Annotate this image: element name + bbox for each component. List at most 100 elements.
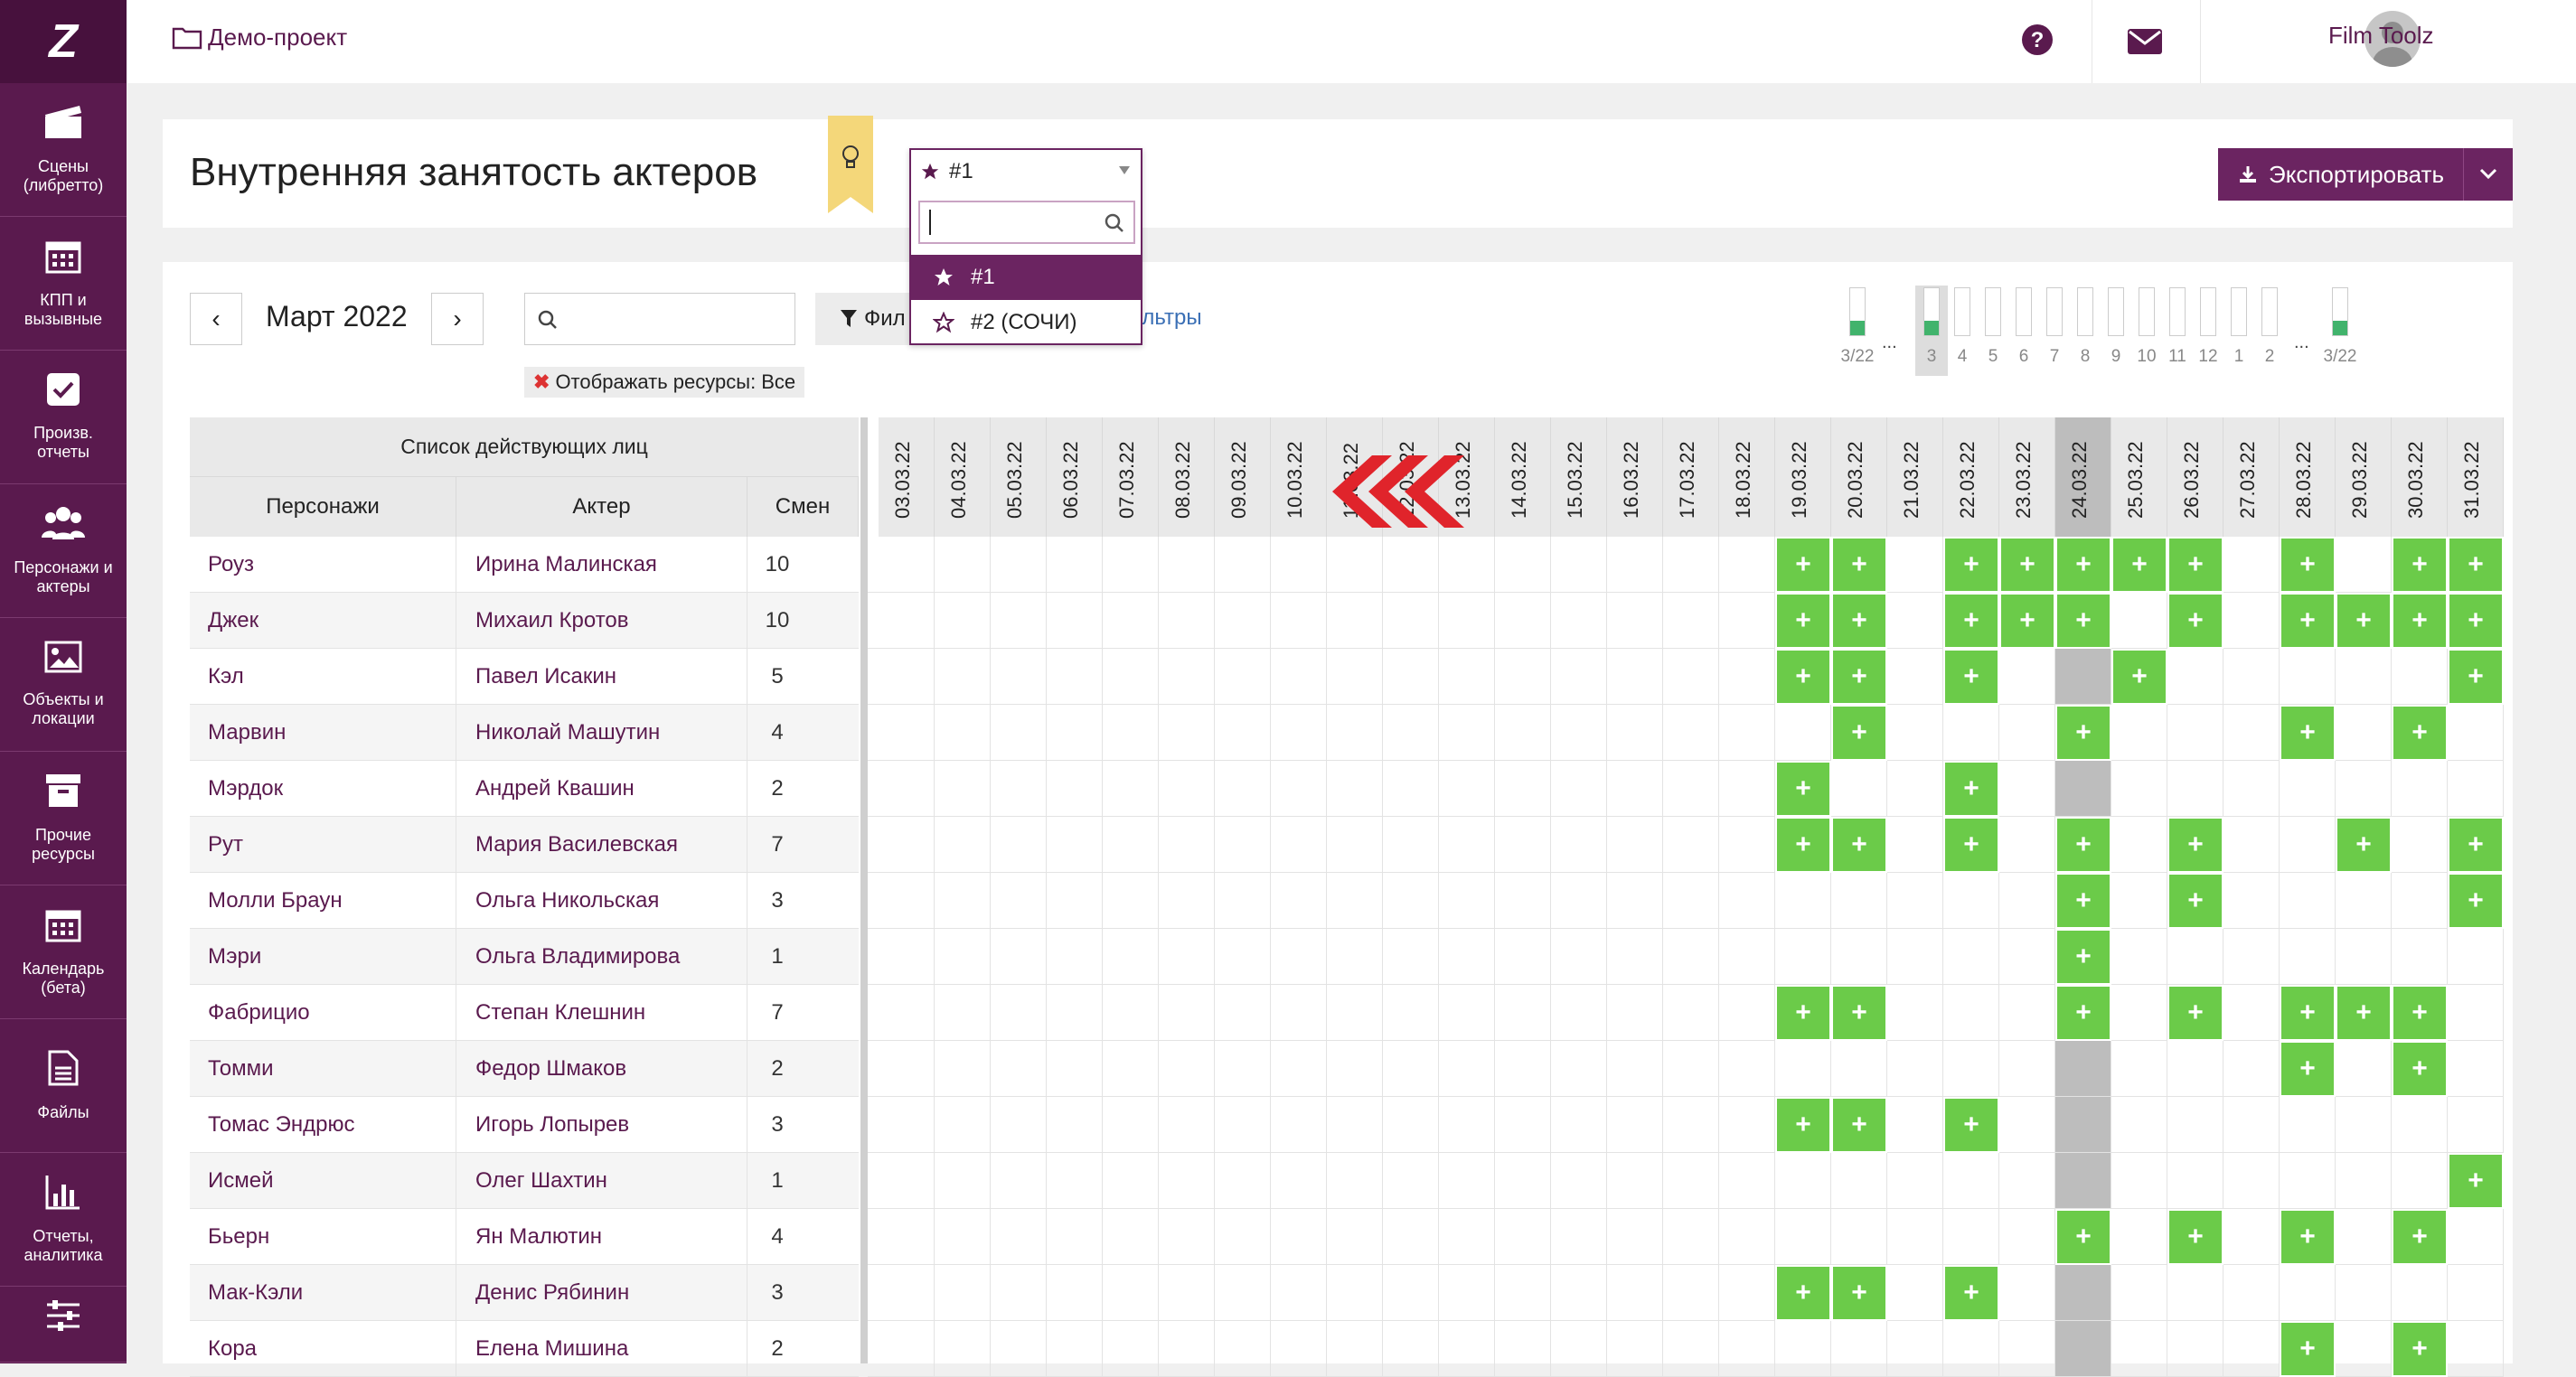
day-cell[interactable]: [1719, 537, 1775, 593]
day-cell[interactable]: [2448, 761, 2504, 817]
busy-cell[interactable]: +: [2055, 1209, 2111, 1265]
day-cell[interactable]: [879, 873, 935, 929]
day-cell[interactable]: [2223, 1097, 2280, 1153]
day-cell[interactable]: [2448, 1041, 2504, 1097]
remove-tag-icon[interactable]: ✖: [533, 370, 550, 393]
day-cell[interactable]: [1047, 537, 1103, 593]
day-cell[interactable]: [1383, 1209, 1439, 1265]
day-cell[interactable]: [1439, 1041, 1495, 1097]
day-cell[interactable]: [1607, 1153, 1663, 1209]
day-cell[interactable]: [935, 873, 991, 929]
day-cell[interactable]: [1943, 985, 1999, 1041]
day-cell[interactable]: [1999, 761, 2055, 817]
day-cell[interactable]: [1327, 817, 1383, 873]
day-cell[interactable]: [1775, 705, 1831, 761]
busy-cell[interactable]: +: [2055, 929, 2111, 985]
day-cell[interactable]: [1215, 985, 1271, 1041]
busy-cell[interactable]: +: [2448, 817, 2504, 873]
day-cell[interactable]: [991, 1041, 1047, 1097]
day-cell[interactable]: [1327, 537, 1383, 593]
day-cell[interactable]: [1663, 929, 1719, 985]
busy-cell[interactable]: +: [2055, 873, 2111, 929]
day-cell[interactable]: [2111, 1041, 2167, 1097]
day-cell[interactable]: [1383, 1041, 1439, 1097]
day-cell[interactable]: [1383, 593, 1439, 649]
day-cell[interactable]: [2055, 761, 2111, 817]
busy-cell[interactable]: +: [1943, 537, 1999, 593]
day-cell[interactable]: [2111, 929, 2167, 985]
export-button[interactable]: Экспортировать: [2218, 148, 2513, 201]
day-cell[interactable]: [1775, 873, 1831, 929]
day-cell[interactable]: [2280, 873, 2336, 929]
day-cell[interactable]: [1887, 873, 1943, 929]
busy-cell[interactable]: +: [2167, 985, 2223, 1041]
busy-cell[interactable]: +: [2280, 1209, 2336, 1265]
busy-cell[interactable]: +: [2055, 705, 2111, 761]
day-cell[interactable]: [935, 929, 991, 985]
day-cell[interactable]: [1383, 873, 1439, 929]
day-cell[interactable]: [1383, 1265, 1439, 1321]
busy-cell[interactable]: +: [2167, 873, 2223, 929]
busy-cell[interactable]: +: [1831, 649, 1887, 705]
date-header[interactable]: 21.03.22: [1887, 417, 1943, 537]
day-cell[interactable]: [1887, 1265, 1943, 1321]
day-cell[interactable]: [1327, 1321, 1383, 1377]
day-cell[interactable]: [1887, 817, 1943, 873]
day-cell[interactable]: [1999, 705, 2055, 761]
day-cell[interactable]: [1103, 1265, 1159, 1321]
day-cell[interactable]: [2223, 537, 2280, 593]
day-cell[interactable]: [1215, 593, 1271, 649]
day-cell[interactable]: [2167, 1097, 2223, 1153]
day-cell[interactable]: [1047, 649, 1103, 705]
busy-cell[interactable]: +: [1775, 817, 1831, 873]
day-cell[interactable]: [1439, 929, 1495, 985]
day-cell[interactable]: [2167, 1041, 2223, 1097]
day-cell[interactable]: [2223, 985, 2280, 1041]
day-cell[interactable]: [2336, 1265, 2392, 1321]
day-cell[interactable]: [1551, 593, 1607, 649]
day-cell[interactable]: [1943, 929, 1999, 985]
day-cell[interactable]: [1887, 1321, 1943, 1377]
day-cell[interactable]: [1831, 1209, 1887, 1265]
day-cell[interactable]: [1159, 705, 1215, 761]
day-cell[interactable]: [1327, 985, 1383, 1041]
busy-cell[interactable]: +: [2280, 593, 2336, 649]
day-cell[interactable]: [879, 761, 935, 817]
day-cell[interactable]: [2223, 649, 2280, 705]
day-cell[interactable]: [2336, 1321, 2392, 1377]
day-cell[interactable]: [2167, 1153, 2223, 1209]
day-cell[interactable]: [2223, 1265, 2280, 1321]
busy-cell[interactable]: +: [1943, 593, 1999, 649]
day-cell[interactable]: [1495, 1041, 1551, 1097]
day-cell[interactable]: [991, 593, 1047, 649]
date-header[interactable]: 07.03.22: [1103, 417, 1159, 537]
day-cell[interactable]: [1215, 705, 1271, 761]
actor-name[interactable]: Мария Василевская: [475, 832, 678, 857]
day-cell[interactable]: [1103, 1041, 1159, 1097]
day-cell[interactable]: [935, 1321, 991, 1377]
day-cell[interactable]: [2448, 985, 2504, 1041]
day-cell[interactable]: [1159, 985, 1215, 1041]
user-name[interactable]: Film Toolz: [2328, 22, 2434, 49]
day-cell[interactable]: [1775, 929, 1831, 985]
day-cell[interactable]: [1271, 761, 1327, 817]
day-cell[interactable]: [1271, 929, 1327, 985]
busy-cell[interactable]: +: [2167, 1209, 2223, 1265]
day-cell[interactable]: [1607, 1209, 1663, 1265]
day-cell[interactable]: [1159, 593, 1215, 649]
character-name[interactable]: Бьерн: [208, 1224, 270, 1249]
sidebar-item-4[interactable]: Объекты и локации: [0, 618, 127, 752]
busy-cell[interactable]: +: [2167, 537, 2223, 593]
sidebar-item-2[interactable]: Произв. отчеты: [0, 351, 127, 484]
date-header[interactable]: 29.03.22: [2336, 417, 2392, 537]
day-cell[interactable]: [1327, 1153, 1383, 1209]
day-cell[interactable]: [1271, 1097, 1327, 1153]
day-cell[interactable]: [1159, 1265, 1215, 1321]
day-cell[interactable]: [1215, 761, 1271, 817]
scenario-option-2[interactable]: #2 (СОЧИ): [911, 300, 1141, 345]
day-cell[interactable]: [1215, 1153, 1271, 1209]
busy-cell[interactable]: +: [2392, 985, 2448, 1041]
day-cell[interactable]: [1271, 649, 1327, 705]
day-cell[interactable]: [991, 1265, 1047, 1321]
day-cell[interactable]: [1719, 1209, 1775, 1265]
